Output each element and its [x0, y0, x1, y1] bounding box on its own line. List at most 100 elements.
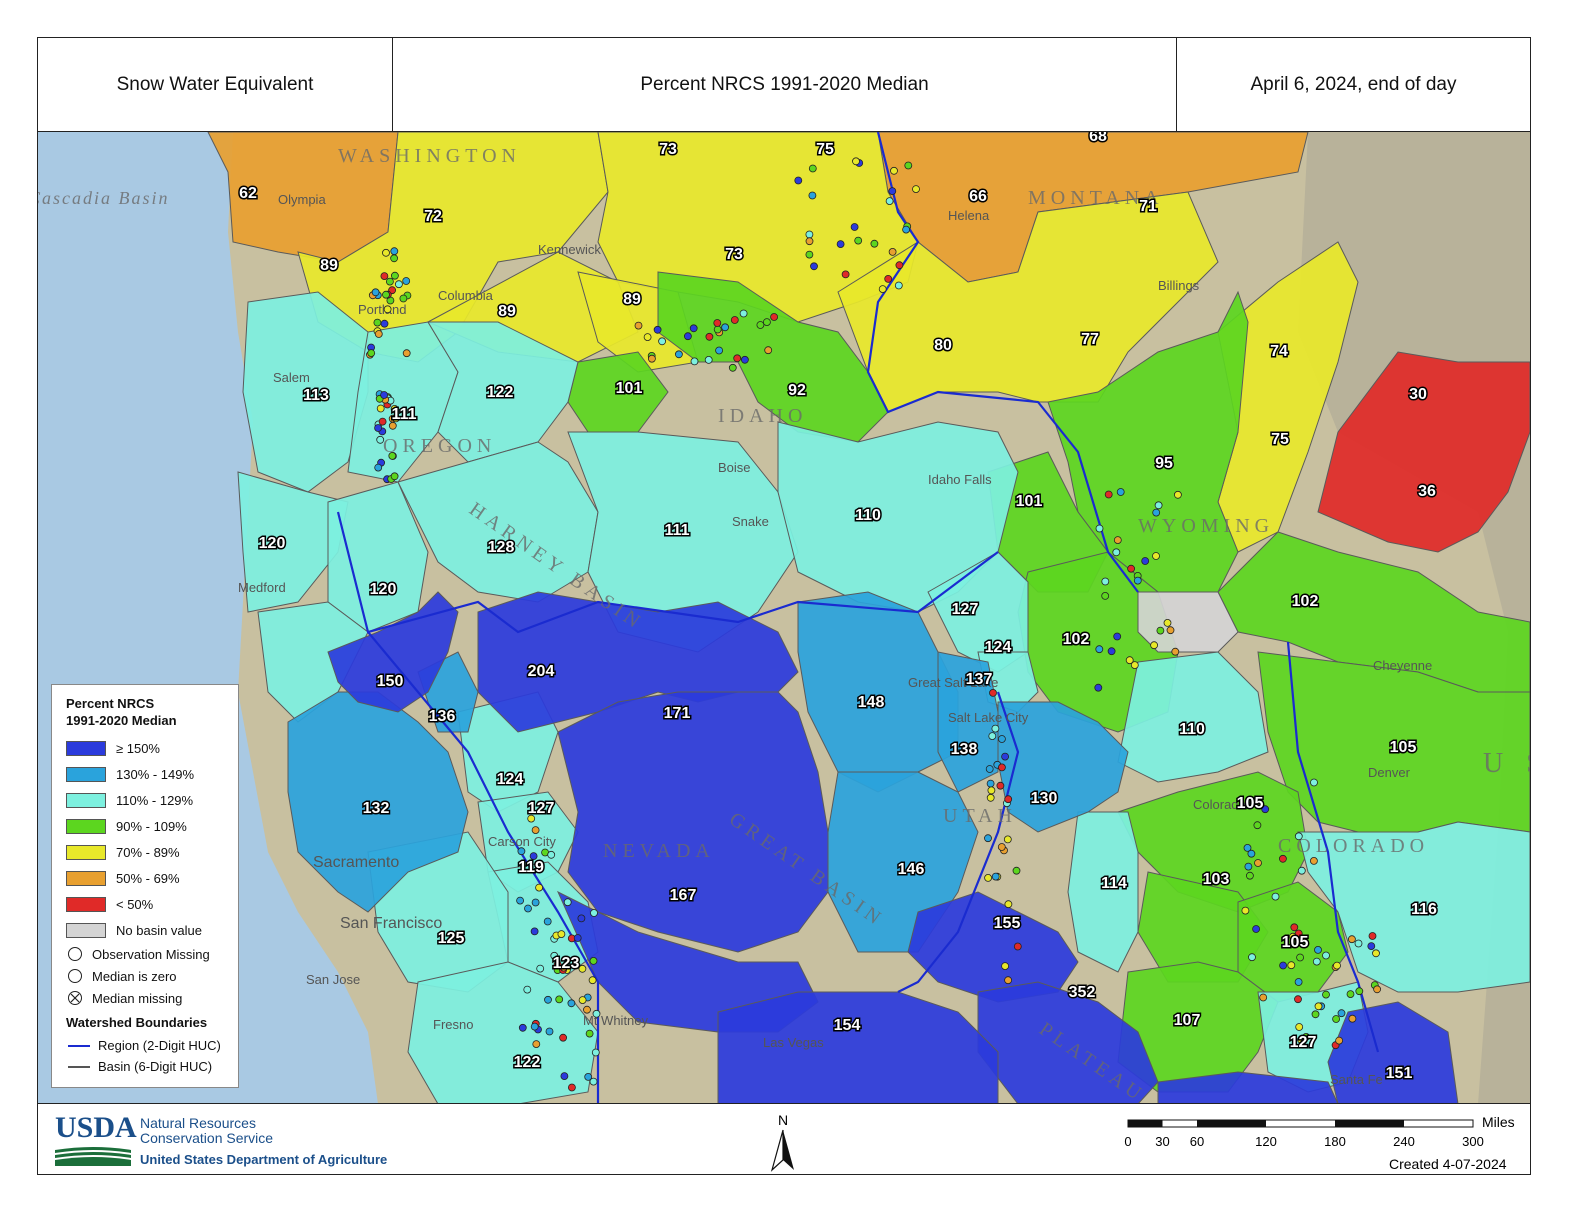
station-marker[interactable] — [1243, 844, 1252, 852]
station-marker[interactable] — [578, 964, 587, 973]
station-marker[interactable] — [578, 996, 587, 1004]
station-marker[interactable] — [560, 1072, 569, 1080]
station-marker[interactable] — [371, 288, 380, 297]
station-marker[interactable] — [1348, 935, 1356, 944]
station-marker[interactable] — [1113, 536, 1122, 545]
station-marker[interactable] — [388, 421, 397, 430]
station-marker[interactable] — [885, 197, 894, 205]
station-marker[interactable] — [589, 1077, 598, 1086]
station-marker[interactable] — [1004, 795, 1013, 804]
station-marker[interactable] — [585, 1029, 594, 1038]
station-marker[interactable] — [730, 316, 739, 324]
station-marker[interactable] — [1314, 946, 1322, 954]
station-marker[interactable] — [1246, 871, 1254, 880]
station-marker[interactable] — [1346, 990, 1355, 998]
station-marker[interactable] — [590, 909, 598, 917]
station-marker[interactable] — [1248, 796, 1256, 805]
station-marker[interactable] — [390, 404, 399, 413]
station-marker[interactable] — [529, 852, 538, 860]
station-marker[interactable] — [985, 765, 994, 773]
station-marker[interactable] — [385, 277, 394, 286]
station-marker[interactable] — [991, 872, 1000, 881]
station-marker[interactable] — [399, 294, 408, 303]
station-marker[interactable] — [721, 323, 729, 332]
station-marker[interactable] — [675, 350, 683, 359]
station-marker[interactable] — [1294, 995, 1302, 1004]
station-marker[interactable] — [391, 414, 400, 423]
station-marker[interactable] — [1311, 1010, 1320, 1019]
station-marker[interactable] — [532, 1040, 541, 1048]
station-marker[interactable] — [643, 333, 652, 342]
station-marker[interactable] — [388, 451, 397, 460]
station-marker[interactable] — [1271, 892, 1280, 901]
station-marker[interactable] — [1261, 805, 1270, 814]
station-marker[interactable] — [584, 1073, 593, 1081]
station-marker[interactable] — [1152, 552, 1160, 560]
station-marker[interactable] — [559, 963, 568, 972]
station-marker[interactable] — [1337, 1009, 1346, 1018]
station-marker[interactable] — [764, 346, 773, 355]
station-marker[interactable] — [1004, 976, 1012, 985]
station-marker[interactable] — [1004, 900, 1013, 909]
station-marker[interactable] — [741, 355, 749, 364]
station-marker[interactable] — [380, 319, 389, 328]
station-marker[interactable] — [894, 281, 903, 290]
station-marker[interactable] — [1244, 862, 1253, 871]
station-marker[interactable] — [547, 850, 556, 859]
station-marker[interactable] — [559, 1033, 567, 1042]
station-marker[interactable] — [984, 874, 992, 882]
station-marker[interactable] — [998, 735, 1006, 743]
station-marker[interactable] — [739, 309, 748, 318]
station-marker[interactable] — [1314, 1002, 1323, 1011]
station-marker[interactable] — [367, 349, 376, 358]
station-marker[interactable] — [1174, 490, 1182, 499]
station-marker[interactable] — [591, 1048, 600, 1057]
station-marker[interactable] — [704, 355, 713, 364]
station-marker[interactable] — [888, 187, 897, 195]
station-marker[interactable] — [1133, 576, 1142, 585]
station-marker[interactable] — [402, 277, 411, 285]
station-marker[interactable] — [841, 270, 850, 279]
station-marker[interactable] — [1296, 953, 1304, 962]
station-marker[interactable] — [1152, 508, 1161, 517]
station-marker[interactable] — [531, 898, 540, 907]
station-marker[interactable] — [998, 763, 1006, 772]
station-marker[interactable] — [805, 237, 814, 246]
station-marker[interactable] — [1348, 1014, 1357, 1023]
station-marker[interactable] — [380, 272, 389, 281]
station-marker[interactable] — [1248, 953, 1256, 962]
station-marker[interactable] — [653, 325, 662, 334]
station-marker[interactable] — [530, 1022, 539, 1031]
station-marker[interactable] — [382, 290, 390, 299]
station-marker[interactable] — [1253, 821, 1262, 830]
station-marker[interactable] — [984, 834, 992, 843]
station-marker[interactable] — [376, 404, 385, 413]
station-marker[interactable] — [1101, 591, 1110, 600]
station-marker[interactable] — [1322, 951, 1330, 960]
station-marker[interactable] — [374, 424, 383, 432]
station-marker[interactable] — [763, 318, 771, 327]
station-marker[interactable] — [380, 391, 389, 399]
station-marker[interactable] — [1013, 942, 1022, 951]
station-marker[interactable] — [705, 332, 714, 341]
station-marker[interactable] — [1368, 932, 1377, 940]
station-marker[interactable] — [531, 826, 540, 834]
station-marker[interactable] — [1372, 949, 1380, 958]
station-marker[interactable] — [394, 280, 403, 289]
station-marker[interactable] — [690, 357, 699, 366]
station-marker[interactable] — [988, 732, 997, 740]
station-marker[interactable] — [390, 472, 399, 481]
station-marker[interactable] — [1241, 906, 1250, 915]
station-marker[interactable] — [1130, 661, 1139, 669]
station-marker[interactable] — [544, 995, 552, 1004]
station-marker[interactable] — [550, 951, 559, 960]
station-marker[interactable] — [989, 689, 997, 697]
station-marker[interactable] — [1290, 923, 1299, 932]
station-marker[interactable] — [895, 261, 904, 270]
station-marker[interactable] — [728, 363, 737, 372]
station-marker[interactable] — [568, 1083, 576, 1092]
station-marker[interactable] — [991, 724, 1000, 733]
station-marker[interactable] — [810, 262, 818, 271]
station-marker[interactable] — [689, 324, 698, 333]
station-marker[interactable] — [1310, 857, 1318, 865]
